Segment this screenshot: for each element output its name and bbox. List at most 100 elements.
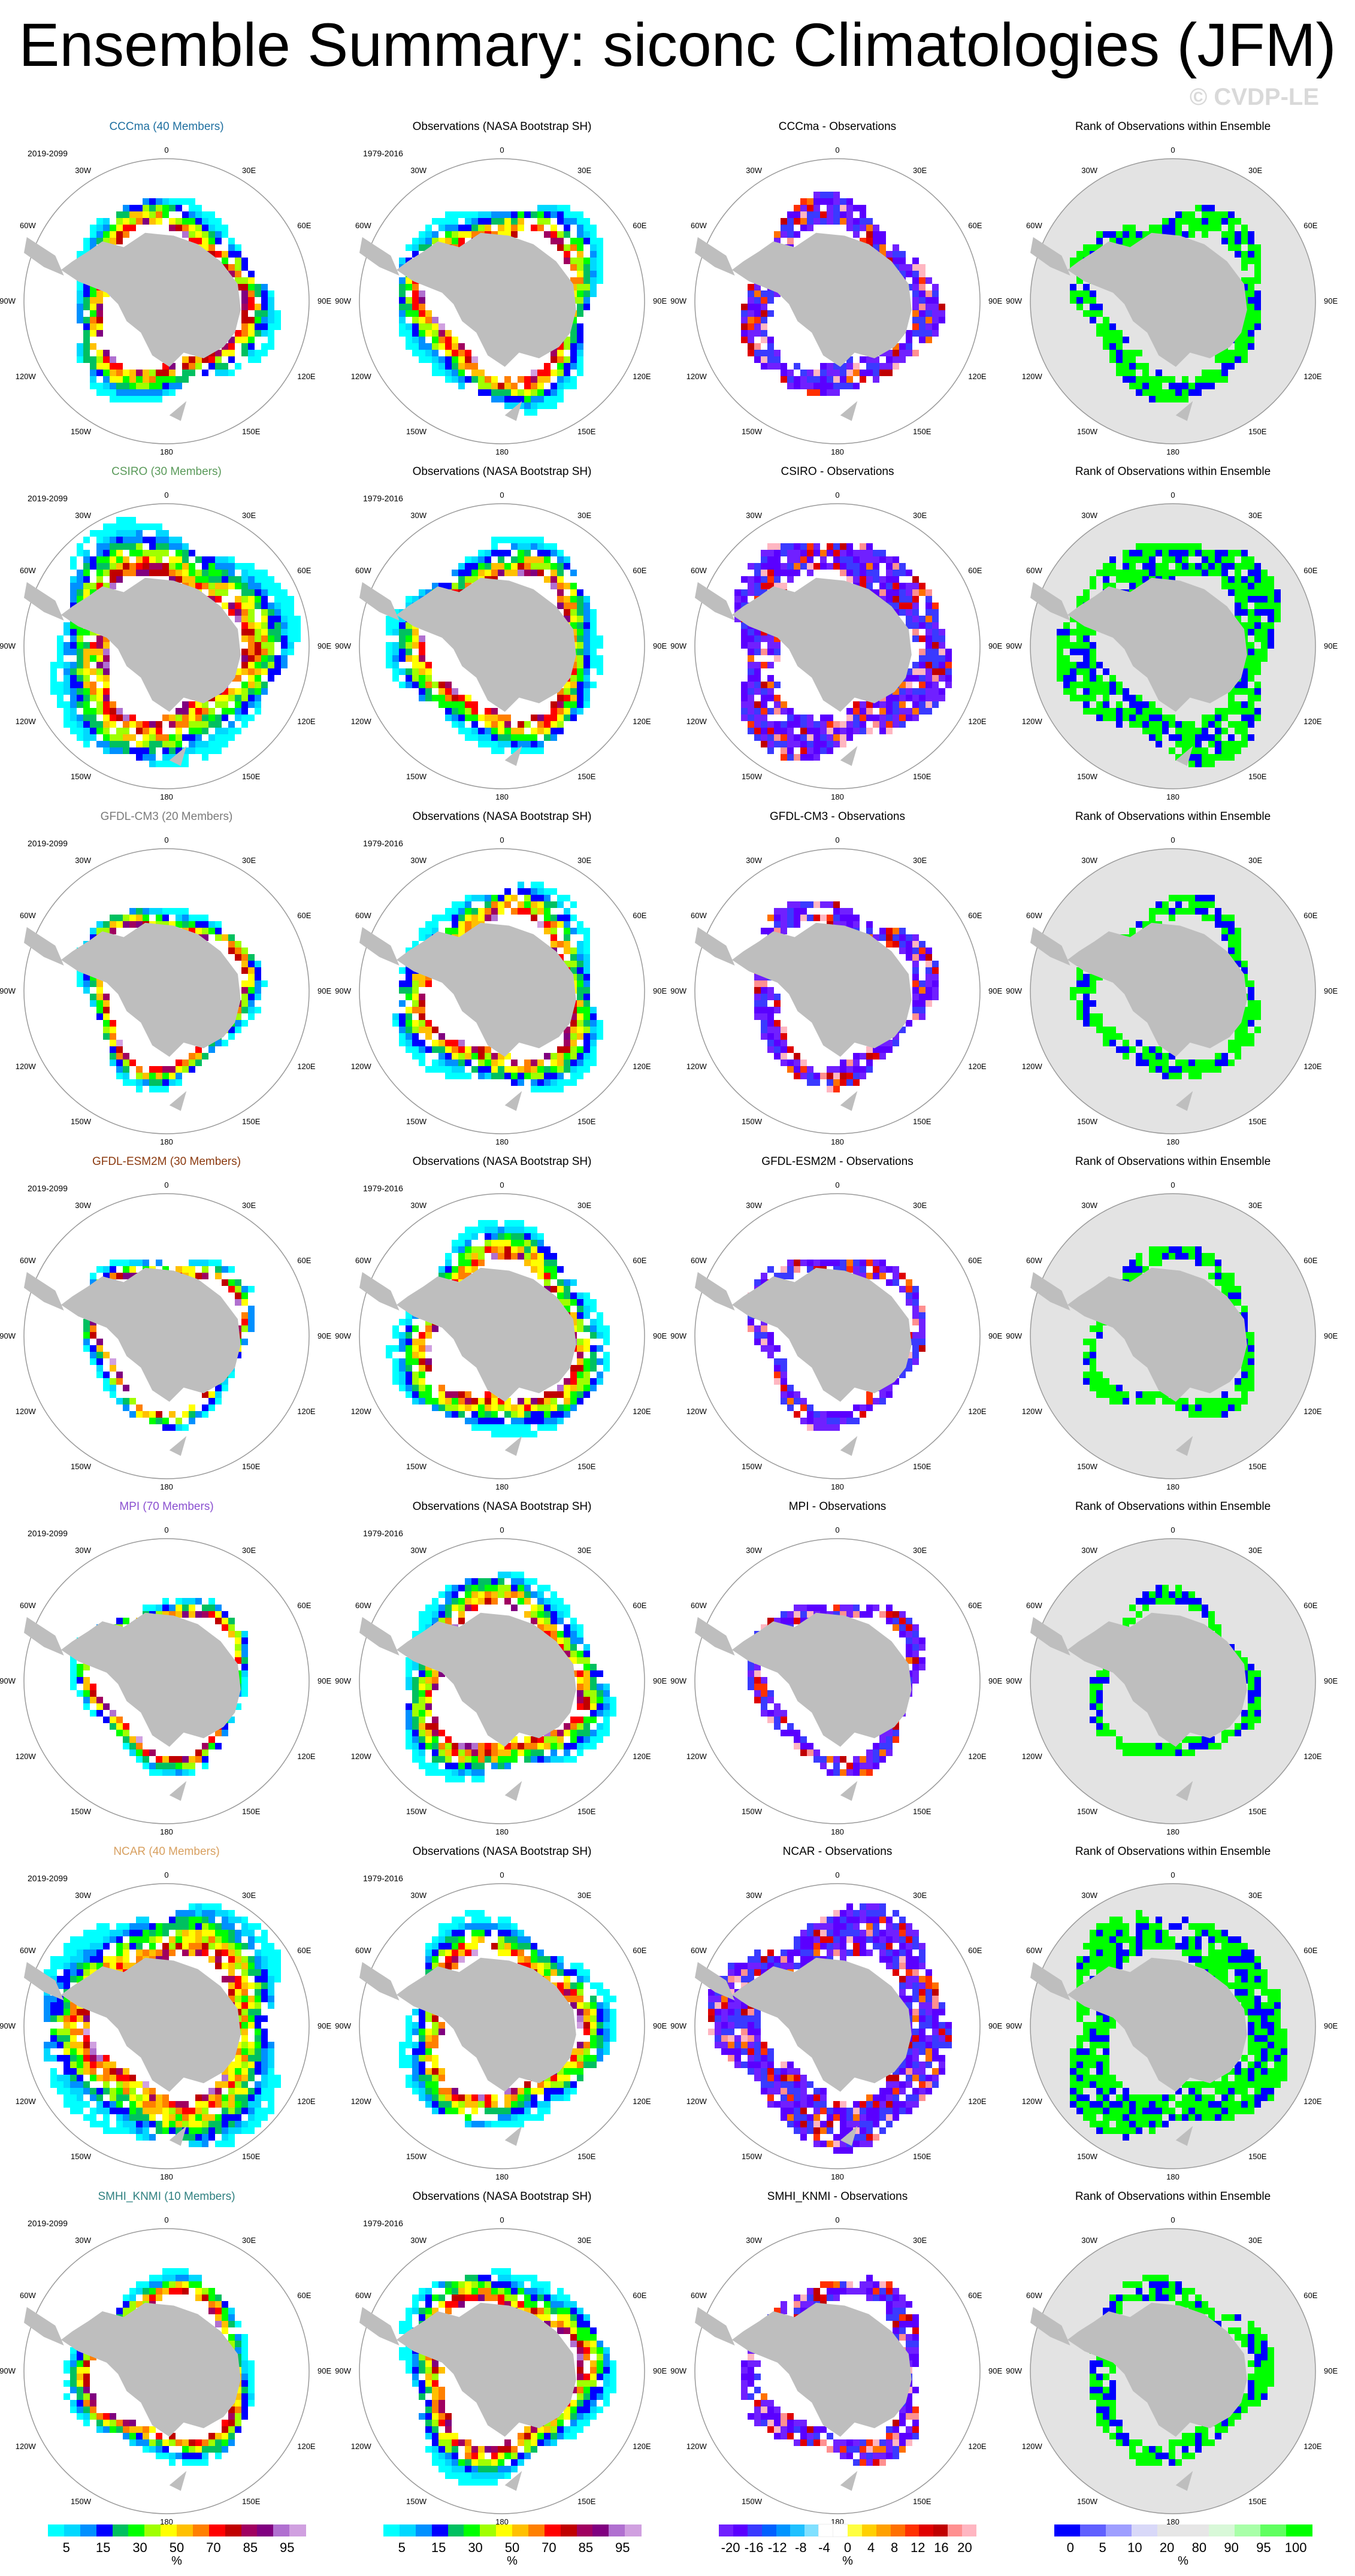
- grid-cell: [110, 1378, 116, 1385]
- grid-cell: [919, 583, 925, 589]
- grid-cell: [583, 948, 590, 954]
- grid-cell: [557, 244, 564, 251]
- grid-cell: [827, 218, 833, 225]
- grid-cell: [176, 1060, 182, 1066]
- grid-cell: [590, 622, 597, 629]
- grid-cell: [781, 734, 787, 741]
- grid-cell: [195, 921, 202, 928]
- grid-cell: [1248, 343, 1254, 350]
- grid-cell: [491, 734, 498, 741]
- grid-cell: [222, 708, 228, 715]
- grid-cell: [406, 1319, 412, 1325]
- grid-cell: [399, 629, 406, 635]
- grid-cell: [208, 231, 215, 238]
- grid-cell: [1235, 747, 1241, 754]
- grid-cell: [774, 238, 781, 244]
- grid-cell: [597, 1020, 603, 1027]
- grid-cell: [932, 688, 939, 695]
- grid-cell: [248, 304, 255, 310]
- grid-cell: [452, 356, 458, 363]
- grid-cell: [103, 225, 110, 231]
- grid-cell: [438, 682, 445, 688]
- grid-cell: [860, 370, 866, 376]
- grid-cell: [866, 928, 873, 934]
- grid-cell: [570, 1279, 577, 1286]
- grid-cell: [1142, 556, 1149, 563]
- grid-cell: [438, 238, 445, 244]
- longitude-label: 60E: [297, 221, 311, 230]
- grid-cell: [1090, 649, 1096, 655]
- grid-cell: [807, 211, 813, 218]
- grid-cell: [840, 1060, 846, 1066]
- grid-cell: [452, 1404, 458, 1411]
- longitude-label: 150E: [242, 1117, 261, 1126]
- grid-cell: [912, 583, 919, 589]
- grid-cell: [1202, 556, 1208, 563]
- grid-cell: [445, 343, 452, 350]
- grid-cell: [136, 915, 143, 921]
- grid-cell: [1175, 231, 1182, 238]
- grid-cell: [465, 1227, 471, 1233]
- grid-cell: [504, 563, 511, 570]
- grid-cell: [544, 218, 551, 225]
- grid-cell: [116, 728, 123, 734]
- grid-cell: [90, 323, 96, 330]
- grid-cell: [1136, 715, 1142, 721]
- grid-cell: [77, 343, 83, 350]
- grid-cell: [90, 1273, 96, 1279]
- grid-cell: [471, 1404, 478, 1411]
- grid-cell: [136, 370, 143, 376]
- grid-cell: [90, 317, 96, 323]
- grid-cell: [1215, 356, 1221, 363]
- grid-cell: [1116, 350, 1123, 356]
- grid-cell: [1235, 603, 1241, 609]
- grid-cell: [96, 675, 103, 682]
- grid-cell: [162, 747, 169, 754]
- grid-cell: [794, 721, 800, 728]
- grid-cell: [498, 747, 504, 754]
- grid-cell: [919, 284, 925, 290]
- grid-cell: [129, 721, 136, 728]
- grid-cell: [419, 1398, 425, 1404]
- grid-cell: [1103, 570, 1109, 576]
- landmass-antarctica: [61, 577, 241, 712]
- grid-cell: [820, 715, 827, 721]
- longitude-label: 150E: [913, 1117, 931, 1126]
- grid-cell: [1136, 389, 1142, 396]
- grid-cell: [195, 728, 202, 734]
- grid-cell: [90, 1000, 96, 1007]
- rank-panel: 0 30E 60E 90E 120E 150E 180 150W 120W 90W 60W 30W Ra…: [1006, 810, 1338, 1151]
- grid-cell: [577, 264, 583, 271]
- grid-cell: [143, 741, 149, 747]
- grid-cell: [116, 1398, 123, 1404]
- grid-cell: [774, 682, 781, 688]
- grid-cell: [208, 1391, 215, 1398]
- grid-cell: [149, 734, 156, 741]
- grid-cell: [491, 1253, 498, 1260]
- grid-cell: [261, 596, 268, 603]
- grid-cell: [544, 1073, 551, 1079]
- grid-cell: [748, 668, 754, 675]
- grid-cell: [537, 1066, 544, 1073]
- grid-cell: [90, 1352, 96, 1358]
- longitude-label: 120W: [351, 717, 372, 726]
- grid-cell: [110, 389, 116, 396]
- grid-cell: [471, 734, 478, 741]
- grid-cell: [215, 238, 222, 244]
- grid-cell: [741, 682, 748, 688]
- grid-cell: [228, 1027, 235, 1033]
- grid-cell: [452, 225, 458, 231]
- longitude-label: 150E: [913, 427, 931, 436]
- grid-cell: [399, 304, 406, 310]
- grid-cell: [807, 728, 813, 734]
- grid-cell: [1254, 1027, 1261, 1033]
- grid-cell: [255, 655, 261, 662]
- grid-cell: [557, 1418, 564, 1424]
- grid-cell: [90, 376, 96, 383]
- grid-cell: [1188, 747, 1195, 754]
- grid-cell: [136, 550, 143, 556]
- grid-cell: [846, 198, 853, 205]
- grid-cell: [406, 1358, 412, 1365]
- grid-cell: [471, 1253, 478, 1260]
